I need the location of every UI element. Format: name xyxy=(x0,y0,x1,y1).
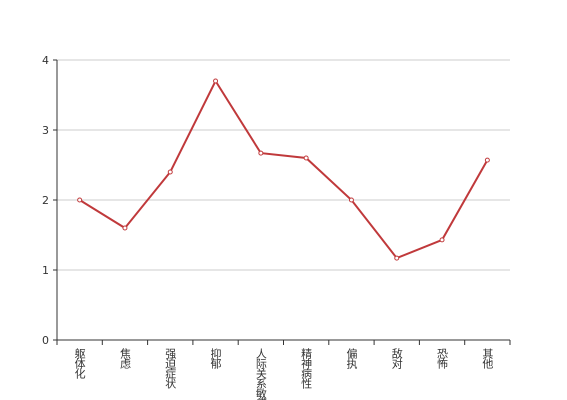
point xyxy=(213,78,219,84)
x-tick-label: 精神病性 xyxy=(300,348,313,390)
point xyxy=(439,237,445,243)
y-tick-label: 1 xyxy=(42,264,49,277)
point xyxy=(303,155,309,161)
y-tick-label: 0 xyxy=(42,334,49,347)
x-tick-label: 焦虑 xyxy=(118,348,131,369)
x-tick-label: 强迫症状 xyxy=(164,348,177,389)
x-tick-label: 恐怖 xyxy=(436,348,449,369)
line xyxy=(79,78,489,260)
x-tick-label: 其他 xyxy=(481,348,494,369)
point xyxy=(348,197,354,203)
point xyxy=(258,150,264,156)
y-tick-label: 4 xyxy=(42,54,49,67)
y-tick-label: 2 xyxy=(42,194,49,207)
x-tick-label: 人际关系敏感 xyxy=(254,348,267,400)
point xyxy=(77,197,83,203)
point xyxy=(167,169,173,175)
y-tick-label: 3 xyxy=(42,124,49,137)
point xyxy=(122,225,128,231)
x-tick-label: 躯体化 xyxy=(73,348,86,380)
x-tick-label: 抑郁 xyxy=(209,347,222,369)
x-tick-label: 偏执 xyxy=(345,347,358,370)
point xyxy=(394,255,400,261)
x-tick-label: 敌对 xyxy=(390,347,403,369)
point xyxy=(484,157,490,163)
